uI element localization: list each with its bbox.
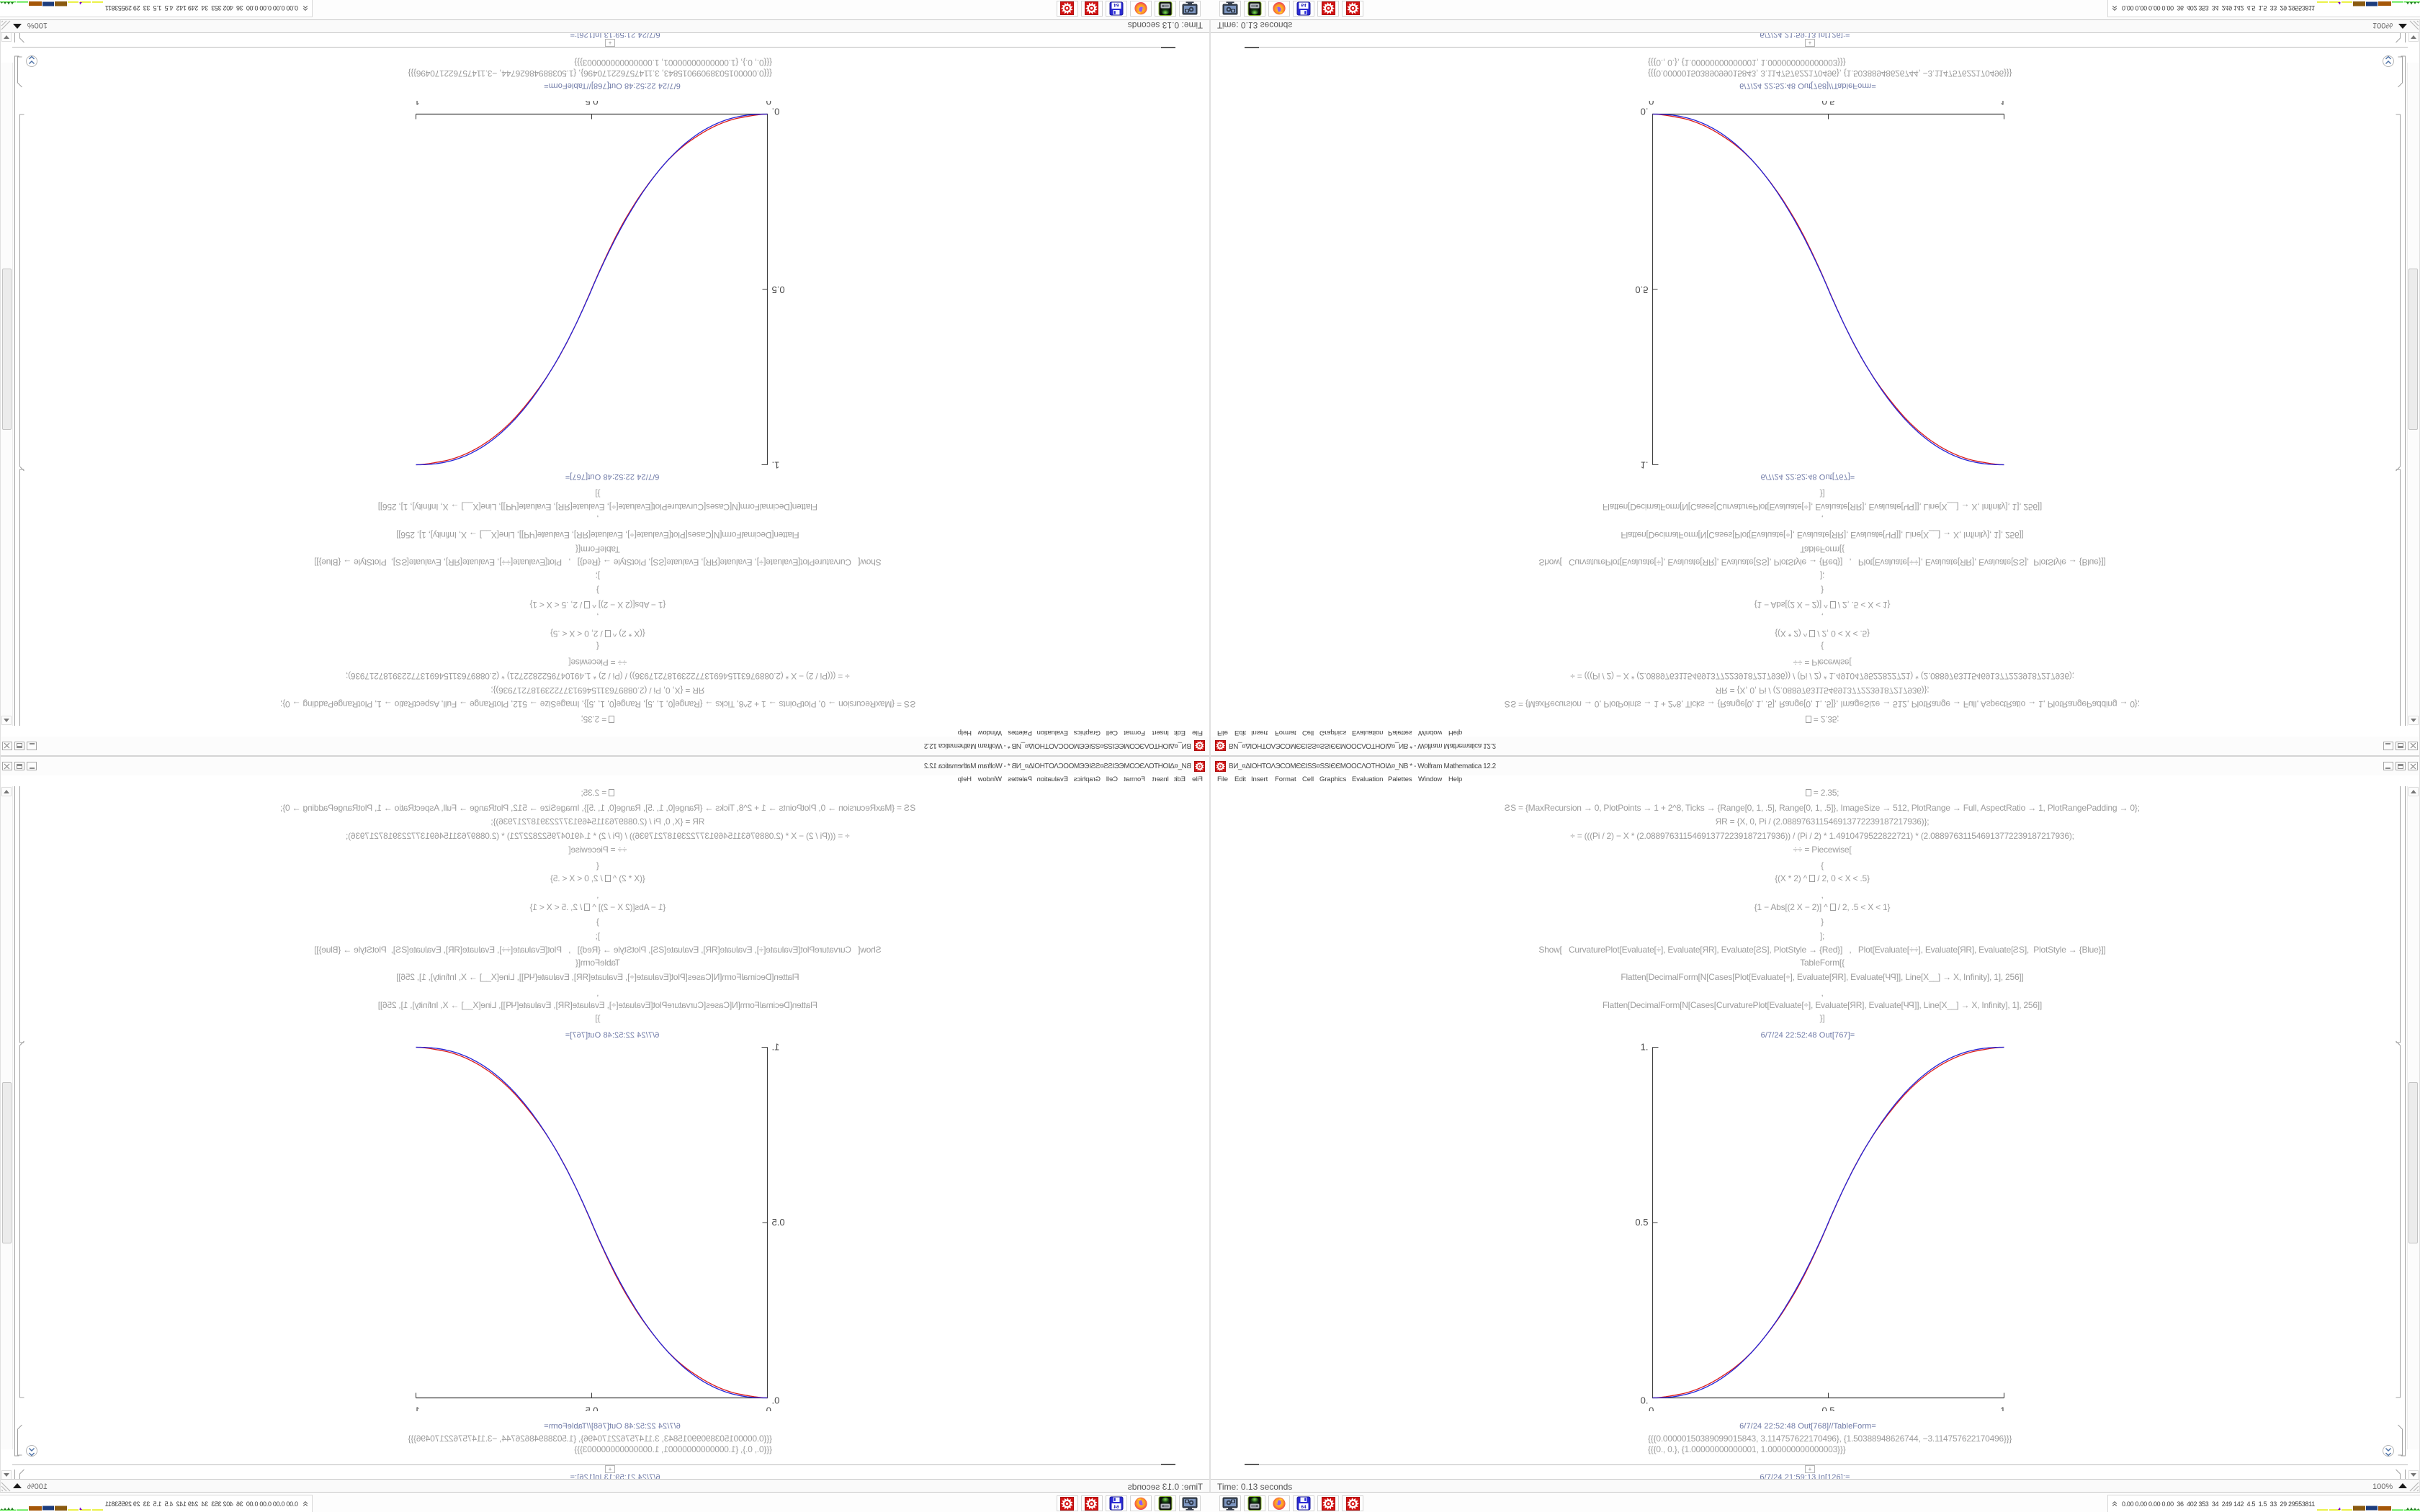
svg-text:0.5: 0.5	[772, 284, 785, 295]
svg-text:1.: 1.	[772, 1042, 780, 1053]
svg-text:0.5: 0.5	[1821, 101, 1834, 107]
svg-text:0.: 0.	[1649, 1405, 1657, 1412]
svg-text:1.: 1.	[1641, 1042, 1649, 1053]
svg-text:1.: 1.	[772, 460, 780, 471]
svg-text:1.: 1.	[412, 101, 420, 107]
svg-text:0.: 0.	[763, 1405, 771, 1412]
svg-text:0.: 0.	[763, 101, 771, 107]
svg-text:1.: 1.	[2000, 1405, 2008, 1412]
svg-text:64: 64	[1301, 1505, 1307, 1510]
svg-text:0.5: 0.5	[772, 1217, 785, 1228]
svg-text:1.: 1.	[412, 1405, 420, 1412]
svg-text:1.: 1.	[1641, 460, 1649, 471]
svg-text:0.: 0.	[772, 107, 780, 117]
svg-text:0.: 0.	[772, 1395, 780, 1406]
svg-text:1.: 1.	[2000, 101, 2008, 107]
svg-text:0.5: 0.5	[1635, 284, 1648, 295]
svg-text:0.: 0.	[1649, 101, 1657, 107]
svg-text:0.5: 0.5	[1821, 1405, 1834, 1412]
svg-text:0.5: 0.5	[585, 101, 598, 107]
svg-text:0.5: 0.5	[1635, 1217, 1648, 1228]
svg-text:0.5: 0.5	[585, 1405, 598, 1412]
svg-text:64: 64	[1113, 2, 1119, 7]
svg-text:64: 64	[1301, 2, 1307, 7]
svg-text:0.: 0.	[1641, 107, 1649, 117]
svg-text:0.: 0.	[1641, 1395, 1649, 1406]
svg-text:64: 64	[1113, 1505, 1119, 1510]
